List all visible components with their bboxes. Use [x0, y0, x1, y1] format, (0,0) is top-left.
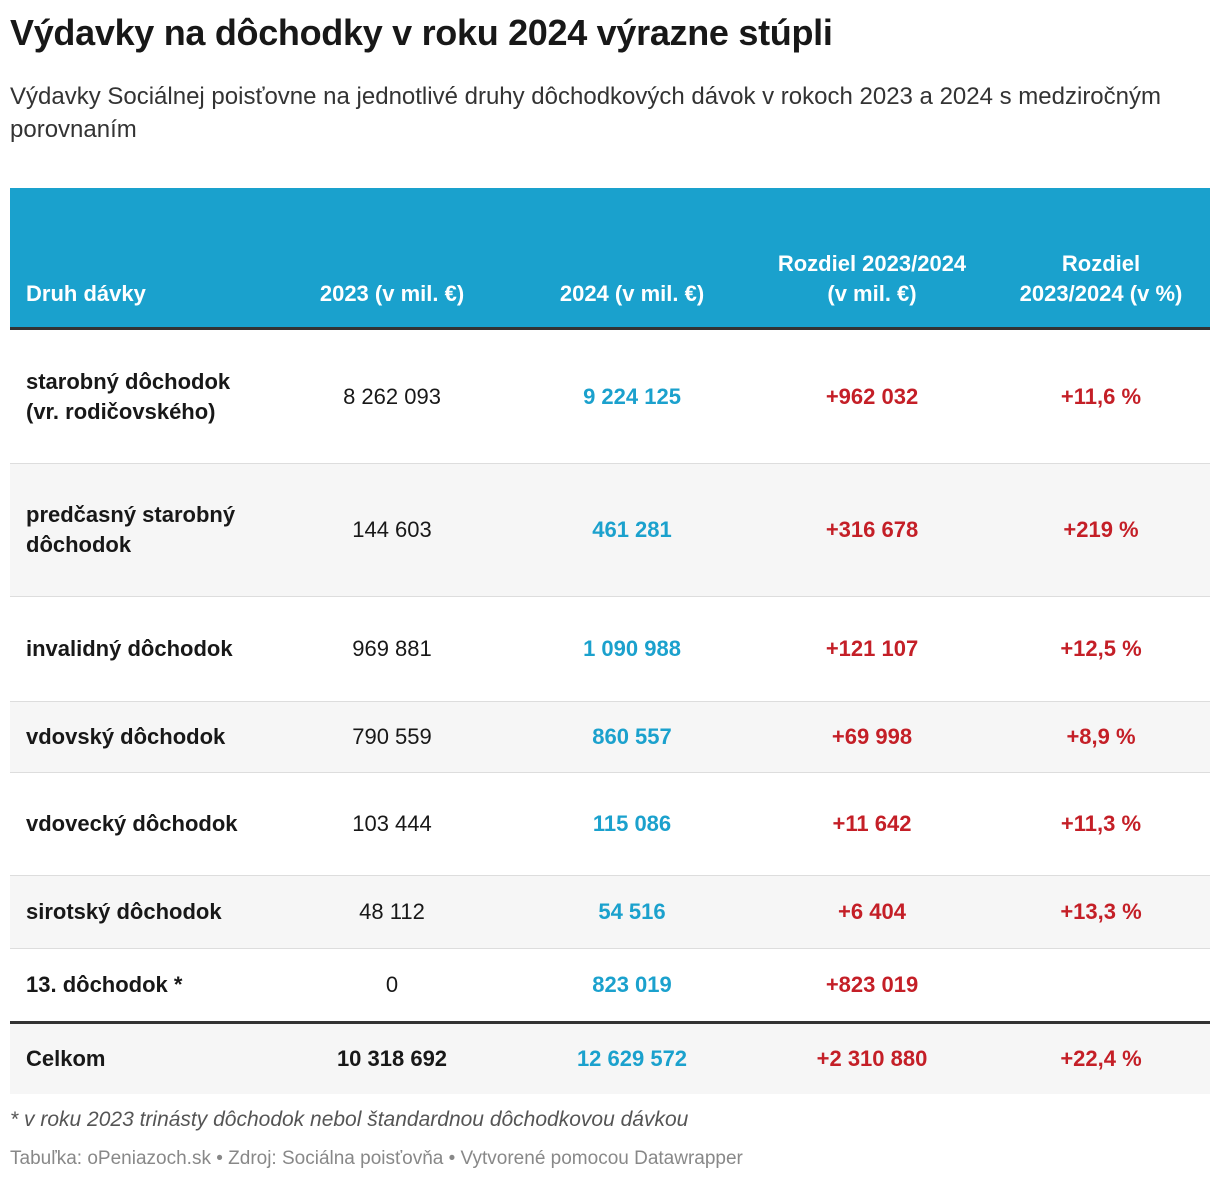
table-cell: +11,6 % [992, 328, 1210, 464]
source: Tabuľka: oPeniazoch.sk • Zdroj: Sociálna… [10, 1148, 743, 1169]
table-row: vdovecký dôchodok 103 444 115 086 +11 642 +1… [10, 772, 1210, 876]
table-cell: 9 224 125 [512, 328, 752, 464]
total-cell: +22,4 % [992, 1021, 1210, 1094]
table-row: sirotský dôchodok 48 112 54 516 +6 404 +13,3… [10, 875, 1210, 949]
table-cell: 1 090 988 [512, 596, 752, 702]
total-row: Celkom 10 318 692 12 629 572 +2 310 880 +22,… [10, 1021, 1210, 1094]
table-cell: sirotský dôchodok [10, 875, 272, 949]
title: Výdavky na dôchodky v roku 2024 výrazne … [10, 12, 833, 53]
table-cell: vdovský dôchodok [10, 701, 272, 773]
table-cell: predčasný starobný dôchodok [10, 463, 272, 597]
table-cell: +823 019 [752, 948, 992, 1023]
table-cell: 103 444 [272, 772, 512, 876]
table-cell: 0 [272, 948, 512, 1023]
table-cell: +13,3 % [992, 875, 1210, 949]
total-cell: 10 318 692 [272, 1021, 512, 1094]
total-cell: +2 310 880 [752, 1021, 992, 1094]
table-cell: 54 516 [512, 875, 752, 949]
table-cell: invalidný dôchodok [10, 596, 272, 702]
table-cell: 823 019 [512, 948, 752, 1023]
table-cell: +219 % [992, 463, 1210, 597]
subtitle: Výdavky Sociálnej poisťovne na jednotliv… [10, 83, 1161, 143]
table-row: predčasný starobný dôchodok 144 603 461 28… [10, 463, 1210, 597]
table-cell: +11,3 % [992, 772, 1210, 876]
table-cell: 8 262 093 [272, 328, 512, 464]
table-body: starobný dôchodok (vr. rodičovského) 8 26… [10, 328, 1210, 1094]
table-cell: 48 112 [272, 875, 512, 949]
table-cell: +12,5 % [992, 596, 1210, 702]
table-cell: +6 404 [752, 875, 992, 949]
table-cell [992, 948, 1210, 1023]
table-row: vdovský dôchodok 790 559 860 557 +69 998 +8,… [10, 701, 1210, 773]
table-row: starobný dôchodok (vr. rodičovského) 8 26… [10, 328, 1210, 464]
table-cell: +316 678 [752, 463, 992, 597]
total-cell: 12 629 572 [512, 1021, 752, 1094]
column-header: Rozdiel 2023/2024 (v %) [992, 188, 1210, 330]
total-cell: Celkom [10, 1021, 272, 1094]
table-cell: +121 107 [752, 596, 992, 702]
table-cell: +962 032 [752, 328, 992, 464]
column-header: Druh dávky [10, 188, 272, 330]
table-cell: 860 557 [512, 701, 752, 773]
table-cell: +69 998 [752, 701, 992, 773]
header-row: Druh dávky 2023 (v mil. €) 2024 (v mil. €)… [10, 188, 1210, 330]
table-cell: vdovecký dôchodok [10, 772, 272, 876]
footnote: * v roku 2023 trinásty dôchodok nebol št… [10, 1108, 689, 1131]
column-header: 2024 (v mil. €) [512, 188, 752, 330]
table-cell: 115 086 [512, 772, 752, 876]
table-cell: +11 642 [752, 772, 992, 876]
column-header: Rozdiel 2023/2024 (v mil. €) [752, 188, 992, 330]
table-row: 13. dôchodok * 0 823 019 +823 019 [10, 948, 1210, 1023]
table-cell: 461 281 [512, 463, 752, 597]
table-cell: 144 603 [272, 463, 512, 597]
table-cell: 969 881 [272, 596, 512, 702]
table-cell: 790 559 [272, 701, 512, 773]
table-cell: starobný dôchodok (vr. rodičovského) [10, 328, 272, 464]
table-row: invalidný dôchodok 969 881 1 090 988 +121 1… [10, 596, 1210, 702]
table-cell: 13. dôchodok * [10, 948, 272, 1023]
column-header: 2023 (v mil. €) [272, 188, 512, 330]
data-table: Druh dávky 2023 (v mil. €) 2024 (v mil. €)… [10, 188, 1210, 1094]
table-cell: +8,9 % [992, 701, 1210, 773]
